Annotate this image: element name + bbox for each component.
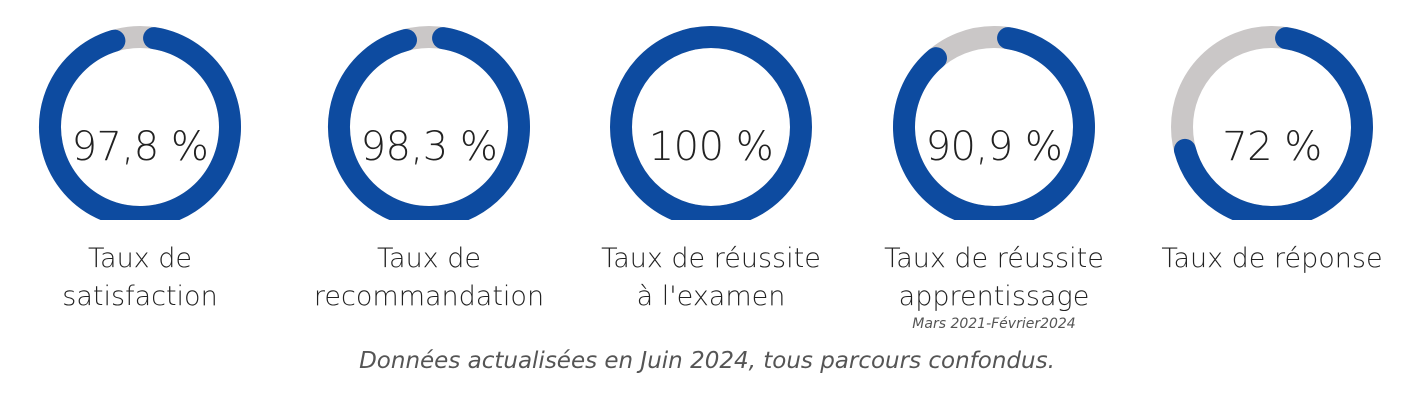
gauge-label: Taux de réussite à l'examen (571, 240, 851, 316)
gauge-label: Taux de réussite apprentissage (854, 240, 1134, 316)
gauge-label-line: apprentissage (898, 281, 1090, 312)
gauge-period-note: Mars 2021-Février2024 (912, 316, 1076, 332)
gauge-satisfaction: 97,8 % Taux de satisfaction (0, 0, 280, 340)
gauge-reussite-examen: 100 % Taux de réussite à l'examen (571, 0, 851, 340)
gauge-ring (610, 26, 812, 220)
gauge-row: 97,8 % Taux de satisfaction 98,3 % Taux … (0, 0, 1412, 340)
gauge-label-line: à l'examen (636, 281, 786, 312)
gauge-fill (1173, 27, 1373, 220)
gauge-label-line: Taux de réussite (884, 243, 1104, 274)
gauge-fill (893, 27, 1095, 220)
gauge-recommandation: 98,3 % Taux de recommandation (289, 0, 569, 340)
gauge-reponse: 72 % Taux de réponse (1132, 0, 1412, 340)
gauge-fill (39, 27, 241, 220)
gauge-value: 90,9 % (925, 124, 1063, 170)
gauge-fill (610, 26, 812, 220)
footnote: Données actualisées en Juin 2024, tous p… (359, 348, 1055, 374)
gauge-label: Taux de réponse (1132, 240, 1412, 278)
gauge-reussite-apprentissage: 90,9 % Taux de réussite apprentissage Ma… (854, 0, 1134, 340)
gauge-ring (328, 26, 530, 220)
gauge-label-line: Taux de réponse (1161, 243, 1383, 274)
gauge-value: 72 % (1222, 124, 1322, 170)
gauge-fill (328, 27, 530, 220)
gauge-ring (1171, 26, 1373, 220)
gauge-value: 97,8 % (71, 124, 209, 170)
gauge-value: 98,3 % (360, 124, 498, 170)
gauge-label: Taux de satisfaction (0, 240, 280, 316)
gauge-label: Taux de recommandation (289, 240, 569, 316)
gauge-label-line: satisfaction (62, 281, 218, 312)
gauge-ring (39, 26, 241, 220)
gauge-label-line: recommandation (313, 281, 545, 312)
gauge-label-line: Taux de (88, 243, 192, 274)
gauge-label-line: Taux de réussite (601, 243, 821, 274)
gauge-label-line: Taux de (377, 243, 481, 274)
gauge-ring (893, 26, 1095, 220)
gauge-value: 100 % (648, 124, 774, 170)
